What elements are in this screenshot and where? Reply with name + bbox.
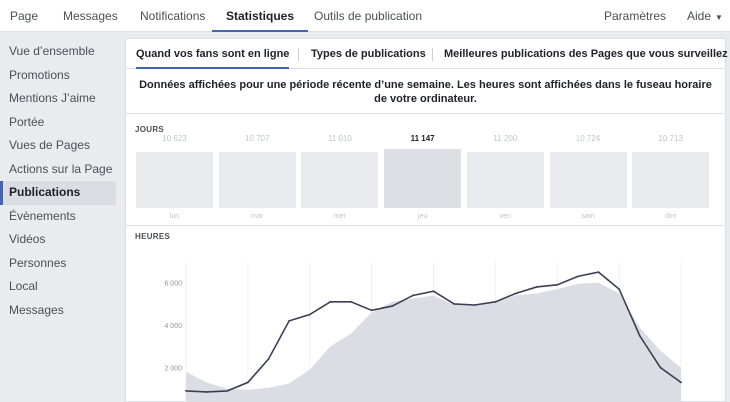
day-label: dim [665,213,677,220]
subtab-divider [298,48,299,61]
day-bar [632,152,710,208]
main-panel: Quand vos fans sont en ligne Types de pu… [125,38,728,402]
line-point[interactable] [267,358,270,360]
day-bar [136,152,213,208]
day-value: 11 200 [493,134,518,143]
day-label: sam [581,213,595,220]
day-label: mer [333,213,346,220]
line-point[interactable] [226,390,229,392]
day-column-jeu[interactable]: 11 147 jeu [384,134,462,220]
sidebar-item-promotions[interactable]: Promotions [9,67,70,82]
line-point[interactable] [556,283,559,286]
subtab-types-publications[interactable]: Types de publications [311,48,426,60]
sidebar-item-local[interactable]: Local [9,279,38,293]
line-point[interactable] [246,381,249,384]
day-column-lun[interactable]: 10 623 lun [136,134,213,220]
subtab-fans-en-ligne[interactable]: Quand vos fans sont en ligne [136,39,290,69]
day-value: 10 623 [162,134,187,143]
line-point[interactable] [659,366,662,369]
line-point[interactable] [515,292,517,295]
day-bar [466,152,544,208]
tab-messages[interactable]: Messages [63,9,118,23]
line-point[interactable] [494,300,497,303]
sidebar-item-publications[interactable]: Publications [0,181,116,205]
y-tick-label: 2 000 [164,366,182,373]
section-divider [126,225,725,226]
help-menu[interactable]: Aide ▼ [687,0,723,32]
tab-notifications[interactable]: Notifications [140,9,206,23]
day-label: mar [251,213,264,220]
day-value: 10 707 [244,134,270,143]
line-point[interactable] [618,288,621,290]
tab-statistiques[interactable]: Statistiques [212,0,309,32]
day-column-mer[interactable]: 11 010 mer [301,134,379,220]
day-column-sam[interactable]: 10 724 sam [549,134,627,220]
area-series-average [186,282,681,402]
line-point[interactable] [185,390,187,392]
sidebar: Vue d’ensemble Promotions Mentions J’aim… [0,40,116,322]
sidebar-item-evenements[interactable]: Évènements [9,208,76,223]
line-point[interactable] [432,290,435,293]
day-column-mar[interactable]: 10 707 mar [218,134,296,220]
help-label: Aide [687,9,712,23]
line-point[interactable] [638,334,641,337]
day-column-ven[interactable]: 11 200 ven [466,134,544,220]
line-point[interactable] [473,304,476,306]
settings-link[interactable]: Paramètres [604,9,667,23]
day-label: lun [169,213,180,220]
y-tick-label: 6 000 [164,281,182,288]
day-label: ven [499,213,511,220]
sidebar-item-vues-pages[interactable]: Vues de Pages [9,138,90,152]
top-nav: Page Messages Notifications Statistiques… [0,0,730,32]
day-bar [301,152,379,208]
line-point[interactable] [576,275,579,278]
sidebar-item-personnes[interactable]: Personnes [9,255,67,270]
subtabs: Quand vos fans sont en ligne Types de pu… [126,39,728,69]
line-point[interactable] [453,303,456,305]
sidebar-item-actions-page[interactable]: Actions sur la Page [9,161,113,176]
line-point[interactable] [288,320,291,322]
tab-page[interactable]: Page [10,9,39,23]
line-point[interactable] [205,391,208,393]
day-value: 10 724 [575,134,601,143]
sidebar-item-videos[interactable]: Vidéos [9,232,46,246]
sidebar-item-vue-ensemble[interactable]: Vue d’ensemble [9,44,95,58]
y-tick-label: 4 000 [164,323,182,330]
line-point[interactable] [350,300,352,303]
line-point[interactable] [329,300,332,303]
line-point[interactable] [308,313,311,316]
subtab-divider [432,48,433,61]
line-point[interactable] [411,294,414,297]
hours-section-label: HEURES [135,232,171,241]
line-point[interactable] [391,305,394,307]
sidebar-item-mentions-jaime[interactable]: Mentions J’aime [9,91,96,105]
sidebar-item-portee[interactable]: Portée [9,114,45,129]
line-point[interactable] [597,271,600,274]
day-label: jeu [417,213,428,220]
day-bar [218,152,296,208]
day-column-dim[interactable]: 10 713 dim [632,134,710,220]
day-bar [384,149,462,208]
sidebar-item-messages[interactable]: Messages [9,302,64,317]
tab-outils-publication[interactable]: Outils de publication [314,9,423,23]
day-value: 11 147 [410,134,435,143]
period-notice: Données affichées pour une période récen… [126,70,725,114]
line-point[interactable] [370,309,373,312]
day-value: 11 010 [327,134,352,143]
days-section-label: JOURS [135,125,165,134]
line-point[interactable] [680,381,682,384]
line-point[interactable] [535,286,538,288]
subtab-meilleures-publications[interactable]: Meilleures publications des Pages que vo… [444,48,728,60]
caret-down-icon: ▼ [715,13,723,22]
day-bar [549,152,627,208]
day-value: 10 713 [658,134,683,143]
